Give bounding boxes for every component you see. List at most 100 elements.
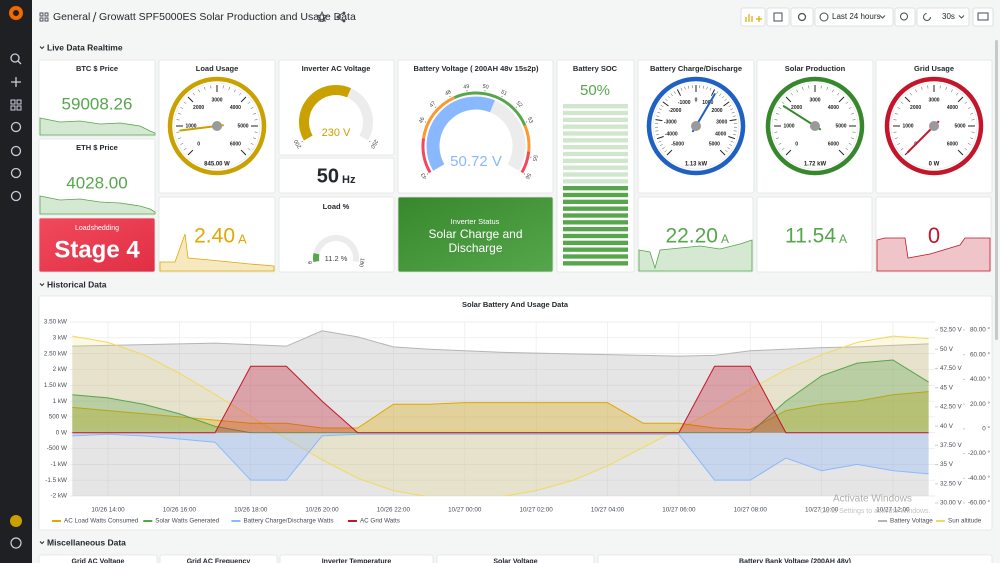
gauge-tick — [187, 96, 194, 103]
gauge-tick-label: 2000 — [791, 105, 802, 111]
icon-shape — [10, 145, 22, 157]
soc-segment — [563, 227, 628, 232]
panel-title: Load % — [323, 202, 350, 211]
add-panel-button[interactable] — [740, 7, 766, 27]
panel-title: Inverter AC Voltage — [302, 64, 371, 73]
panel-title: ETH $ Price — [76, 143, 118, 152]
series-area — [72, 336, 929, 496]
section-chevron[interactable] — [39, 541, 45, 545]
soc-segment — [563, 131, 628, 136]
gauge-minor-tick — [796, 89, 798, 93]
panel-title: Inverter Temperature — [322, 558, 392, 563]
legend-label[interactable]: Battery Charge/Discharge Watts — [243, 518, 333, 525]
series-area — [72, 359, 929, 433]
gauge-value: 11.2 % — [325, 254, 348, 263]
star-icon[interactable] — [316, 10, 328, 23]
share-dot — [342, 19, 346, 23]
breadcrumb[interactable]: General — [53, 11, 90, 23]
sidebar-icon[interactable] — [10, 121, 22, 133]
zoom-out-button[interactable] — [894, 7, 916, 27]
gauge-tick — [484, 90, 486, 92]
legend-swatch[interactable] — [231, 520, 241, 522]
tv-mode-button[interactable] — [972, 7, 994, 27]
gauge-minor-tick — [177, 137, 181, 139]
gauge-tick-label: 3000 — [809, 97, 820, 103]
stat-unit: A — [721, 232, 729, 246]
time-range[interactable]: Last 24 hours — [832, 12, 880, 21]
stat-unit: A — [238, 231, 247, 246]
gauge-minor-tick — [729, 144, 733, 146]
refresh-interval[interactable]: 30s — [942, 12, 955, 21]
dashboard-title: Growatt SPF5000ES Solar Production and U… — [99, 11, 356, 23]
panel — [278, 157, 395, 194]
gauge-tick — [729, 119, 737, 122]
x-tick-label: 10/27 06:00 — [662, 507, 696, 514]
sidebar-icon[interactable] — [10, 190, 22, 202]
sidebar-icon[interactable] — [11, 77, 21, 87]
gauge-minor-tick — [775, 137, 779, 139]
section-chevron[interactable] — [39, 283, 45, 287]
gauge-minor-tick — [915, 89, 917, 93]
panel-title: Grid AC Frequency — [187, 558, 251, 563]
gauge-tick — [666, 149, 673, 156]
watermark-subtitle: Go to Settings to activate Windows. — [820, 508, 931, 515]
sidebar-icon[interactable] — [10, 53, 22, 65]
sidebar-icon[interactable] — [10, 167, 22, 179]
gauge-tick-label: 0 — [795, 142, 798, 148]
icon-shape — [10, 121, 22, 133]
refresh-picker[interactable] — [916, 7, 970, 27]
gauge-tick — [308, 262, 311, 264]
gauge-minor-tick — [731, 111, 735, 114]
help-icon[interactable] — [10, 537, 22, 549]
gauge-minor-tick — [730, 140, 734, 143]
legend-swatch[interactable] — [936, 520, 945, 522]
legend-swatch[interactable] — [52, 520, 61, 522]
status-value: Solar Charge and Discharge — [428, 227, 523, 255]
y-tick-label: 3.50 kW — [44, 319, 67, 326]
soc-segment — [563, 151, 628, 157]
section-title[interactable]: Live Data Realtime — [47, 42, 123, 52]
y-tick-label: 1.50 kW — [44, 382, 67, 389]
legend-swatch[interactable] — [143, 520, 153, 522]
stat-value: 22.20 — [665, 225, 718, 248]
soc-segment — [563, 261, 628, 266]
gauge-minor-tick — [192, 92, 195, 96]
y3-tick-label: -20.00 ° — [968, 449, 991, 457]
legend-swatch[interactable] — [347, 520, 357, 522]
section-title[interactable]: Miscellaneous Data — [47, 537, 126, 547]
legend-label[interactable]: Sun altitude — [948, 518, 982, 525]
panel — [38, 59, 156, 137]
sidebar-icon[interactable] — [10, 99, 22, 111]
gauge-minor-tick — [183, 148, 187, 151]
legend-label[interactable]: Solar Watts Generated — [155, 518, 219, 525]
y-tick-label: 500 W — [49, 414, 67, 421]
gauge-minor-tick — [657, 111, 661, 114]
gauge-minor-tick — [897, 143, 901, 145]
gauge-tick — [904, 96, 911, 103]
legend-label[interactable]: Battery Voltage — [890, 518, 933, 525]
gauge-minor-tick — [250, 107, 254, 109]
sidebar-icon[interactable] — [10, 145, 22, 157]
gauge-tick-label: 50 — [482, 84, 489, 91]
settings-button[interactable] — [790, 7, 814, 27]
soc-segment — [563, 192, 628, 198]
gauge-tick-label: 3000 — [716, 119, 727, 125]
soc-segment — [563, 158, 628, 163]
stat-value: Stage 4 — [54, 236, 140, 263]
gauge-tick-label: -5000 — [671, 142, 684, 148]
panel-title: Inverter Status — [451, 217, 500, 226]
gauge-minor-tick — [253, 113, 257, 115]
gauge-minor-tick — [247, 148, 251, 151]
section-title[interactable]: Historical Data — [47, 279, 107, 289]
gauge-tick-label: 250 — [369, 138, 379, 149]
gauge-tick-label: 5000 — [835, 123, 846, 129]
time-picker[interactable] — [814, 7, 894, 27]
section-chevron[interactable] — [39, 46, 45, 50]
avatar[interactable] — [10, 515, 22, 527]
legend-swatch[interactable] — [878, 520, 887, 522]
legend-label[interactable]: AC Grid Watts — [360, 518, 400, 525]
save-button[interactable] — [766, 7, 790, 27]
gauge-tick-label: 56 — [523, 172, 531, 180]
sparkline — [39, 195, 156, 215]
legend-label[interactable]: AC Load Watts Consumed — [64, 518, 139, 525]
